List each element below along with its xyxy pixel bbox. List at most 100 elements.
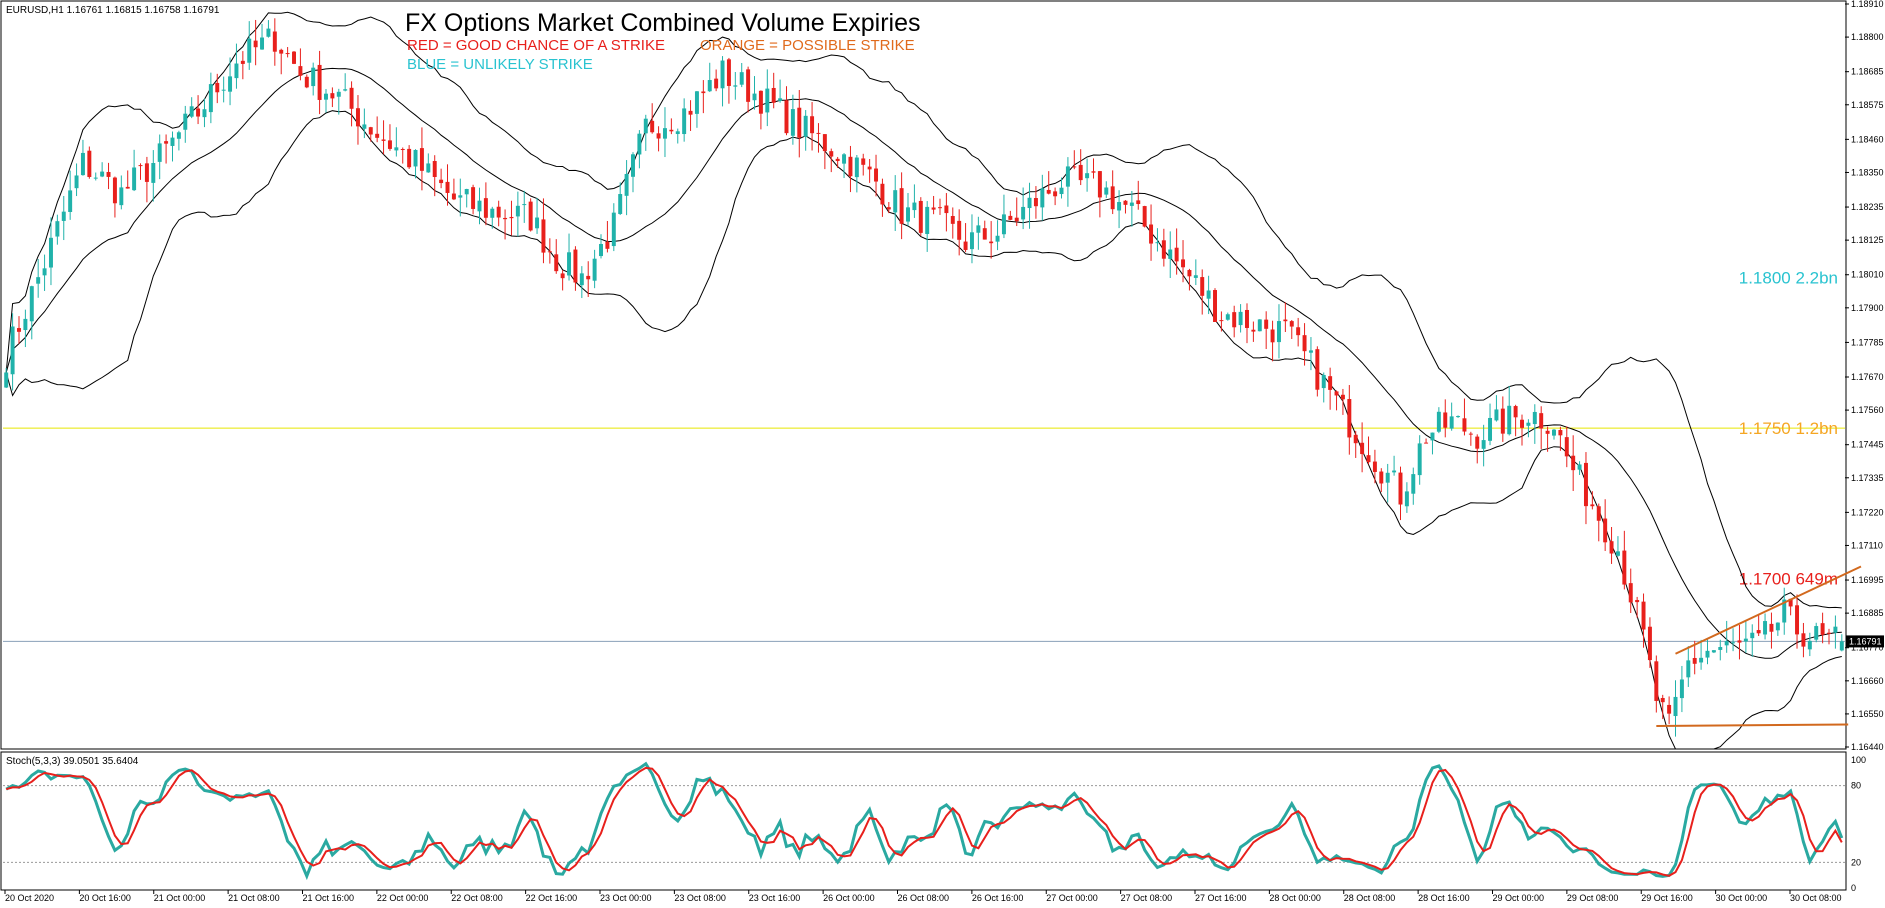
candle-bear	[1539, 413, 1544, 429]
bollinger-lower	[5, 110, 1842, 750]
candle-bull	[48, 237, 53, 268]
main-panel-frame	[0, 0, 1847, 750]
candle-bull	[707, 80, 712, 92]
candle-bull	[912, 202, 917, 211]
price-tick-label: 1.18010	[1851, 270, 1884, 280]
candle-bear	[1635, 600, 1640, 603]
candle-bear	[503, 217, 508, 220]
candle-bear	[989, 241, 994, 244]
price-tick-label: 1.18460	[1851, 134, 1884, 144]
candle-bear	[387, 140, 392, 149]
candle-bull	[1276, 321, 1281, 343]
candle-bear	[867, 166, 872, 170]
candle-bull	[1488, 417, 1493, 441]
candle-bull	[234, 63, 239, 79]
candle-bear	[375, 133, 380, 138]
candle-bear	[547, 251, 552, 253]
candle-bear	[1213, 290, 1217, 322]
stoch-tick-label: 80	[1851, 781, 1861, 791]
candle-bull	[74, 175, 79, 189]
candle-bull	[624, 173, 629, 196]
time-tick-label: 20 Oct 16:00	[79, 893, 131, 903]
candle-bull	[1577, 464, 1582, 470]
candle-bear	[746, 69, 751, 102]
expiry-level-label: 1.1750 1.2bn	[1739, 419, 1838, 438]
candle-bull	[176, 132, 181, 139]
candle-bull	[36, 277, 41, 284]
candle-bear	[880, 183, 885, 205]
candle-bull	[1775, 622, 1780, 631]
price-axis: 1.18910 1.18800 1.18685 1.18575 1.18460 1.183…	[1845, 0, 1884, 752]
candle-bull	[662, 128, 667, 139]
candle-bull	[720, 60, 725, 89]
candle-bull	[1308, 350, 1313, 353]
candle-bear	[829, 151, 834, 157]
expiry-level-label: 1.1800 2.2bn	[1739, 269, 1838, 288]
candle-bear	[138, 165, 143, 167]
candle-bull	[1206, 290, 1211, 299]
candle-bear	[1475, 436, 1480, 449]
candle-bear	[797, 107, 802, 138]
candle-bear	[1795, 605, 1800, 635]
current-price-tag	[1846, 635, 1884, 648]
candle-bear	[419, 148, 424, 171]
candle-bear	[1558, 430, 1563, 436]
candle-bear	[1174, 247, 1179, 262]
time-tick-label: 23 Oct 00:00	[600, 893, 652, 903]
candle-bull	[535, 217, 540, 229]
candle-bull	[842, 154, 847, 164]
candle-bull	[100, 171, 105, 177]
candle-bull	[1027, 197, 1032, 209]
candle-bear	[1302, 335, 1307, 352]
candle-bull	[490, 208, 495, 218]
time-tick-label: 29 Oct 08:00	[1567, 893, 1619, 903]
candle-bear	[240, 60, 245, 64]
candle-bear	[509, 216, 514, 219]
legend-red: RED = GOOD CHANCE OF A STRIKE	[407, 37, 665, 54]
price-tick-label: 1.16440	[1851, 742, 1884, 752]
price-tick-label: 1.16550	[1851, 709, 1884, 719]
price-tick-label: 1.17220	[1851, 507, 1884, 517]
candle-bull	[1456, 416, 1461, 418]
candle-bull	[1699, 657, 1704, 663]
candle-bear	[144, 163, 149, 182]
trend-lines-layer	[1656, 565, 1862, 727]
candle-bear	[1072, 166, 1077, 168]
candle-bull	[1225, 314, 1230, 320]
candle-bear	[771, 87, 776, 103]
candle-bear	[688, 110, 693, 115]
candle-bear	[317, 64, 322, 100]
candle-bull	[1321, 374, 1326, 389]
candle-bull	[119, 187, 124, 206]
time-tick-label: 28 Oct 08:00	[1344, 893, 1396, 903]
price-tick-label: 1.18685	[1851, 67, 1884, 77]
candle-bull	[1782, 599, 1787, 623]
candle-bear	[848, 156, 853, 177]
candle-bull	[1040, 188, 1045, 208]
candle-bull	[1392, 470, 1397, 473]
time-tick-label: 26 Oct 00:00	[823, 893, 875, 903]
stoch-signal-line	[5, 766, 1843, 877]
candle-bull	[854, 157, 859, 178]
candle-bull	[1494, 409, 1499, 421]
candle-bull	[208, 84, 213, 113]
candle-bull	[132, 167, 137, 191]
candle-bull	[1526, 422, 1531, 426]
candle-bear	[1583, 462, 1588, 507]
time-tick-label: 23 Oct 16:00	[749, 893, 801, 903]
candle-bear	[1033, 198, 1038, 207]
stoch-tick-label: 100	[1851, 755, 1866, 765]
time-tick-label: 21 Oct 08:00	[228, 893, 280, 903]
time-tick-label: 20 Oct 2020	[5, 893, 54, 903]
trend-line	[1675, 565, 1862, 655]
candle-bear	[1328, 376, 1333, 390]
candle-bear	[1590, 504, 1595, 507]
candle-bear	[1110, 186, 1115, 210]
candle-bear	[451, 193, 456, 200]
candle-bull	[637, 133, 642, 155]
candle-bull	[1705, 650, 1710, 658]
candle-bull	[157, 143, 162, 162]
candle-bull	[893, 190, 898, 213]
candle-bear	[1014, 217, 1019, 222]
